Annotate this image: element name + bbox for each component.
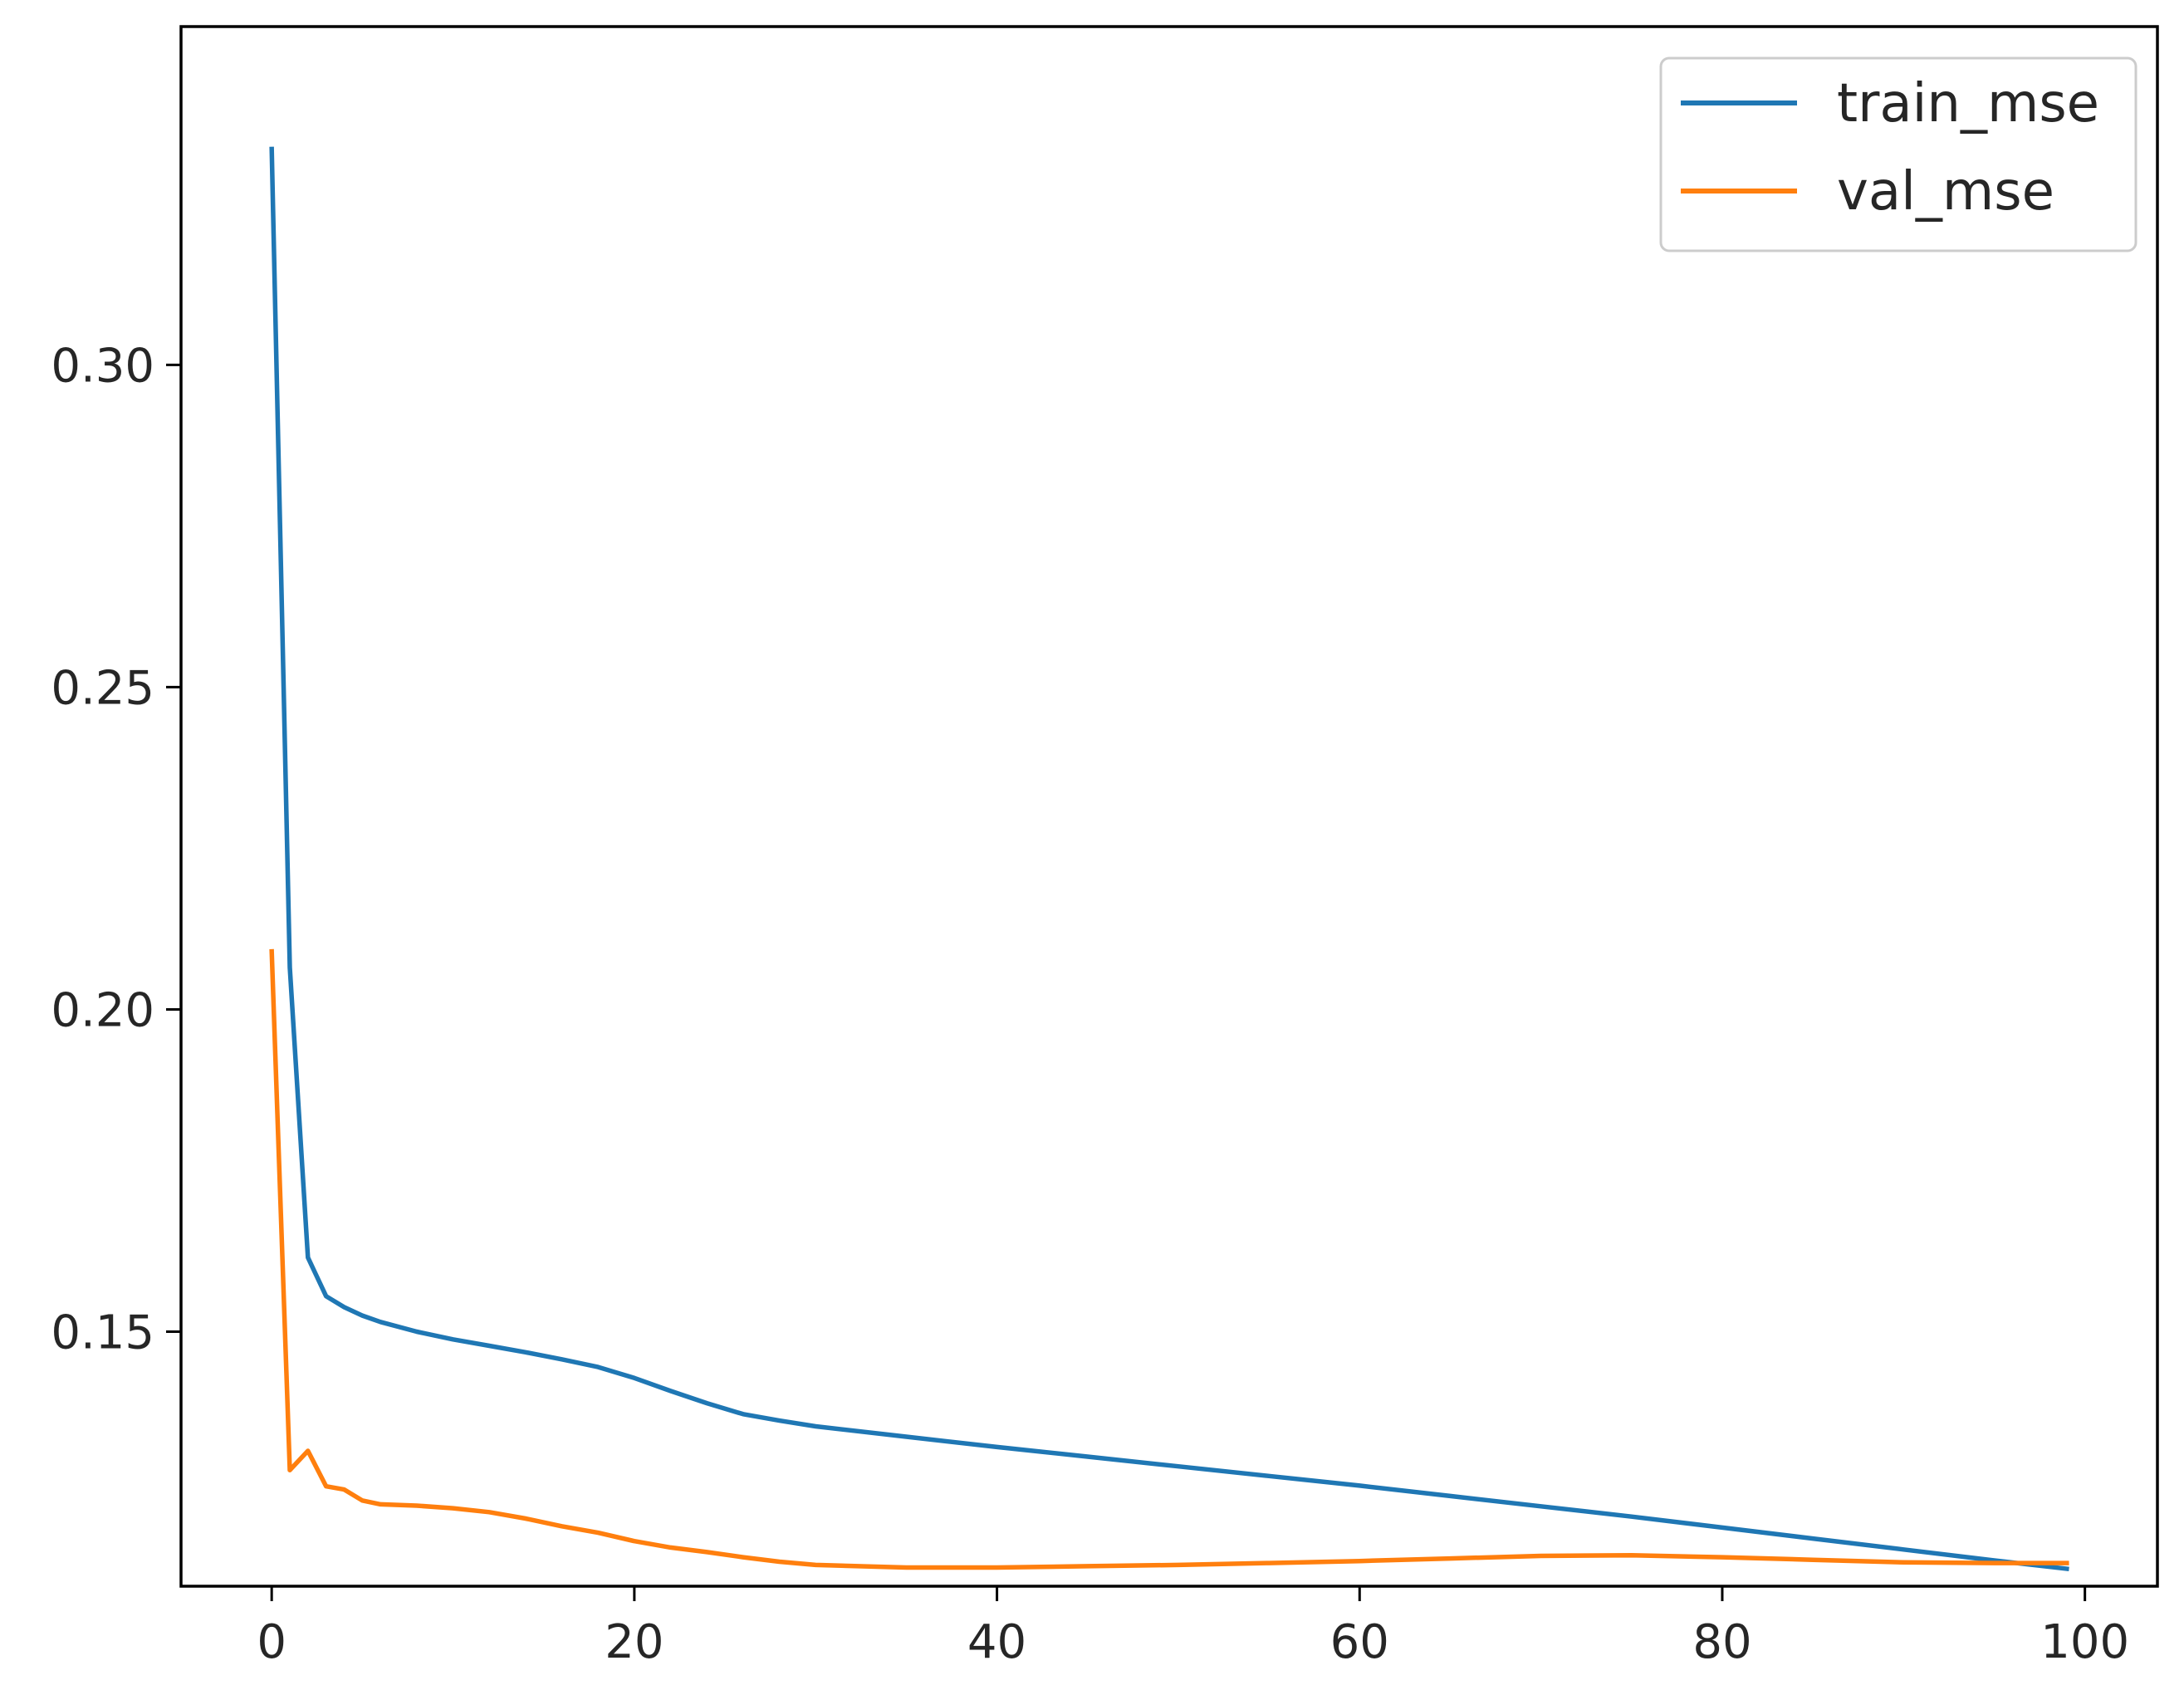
y-tick-label: 0.25: [51, 661, 154, 715]
x-tick-label: 20: [605, 1615, 664, 1669]
x-tick-label: 40: [967, 1615, 1026, 1669]
y-tick-label: 0.20: [51, 983, 154, 1037]
x-tick-label: 60: [1330, 1615, 1389, 1669]
axes-frame: [179, 25, 2159, 1588]
legend-box: [1659, 56, 2137, 252]
y-tick-label: 0.30: [51, 339, 154, 393]
series-line-train-mse: [269, 146, 2069, 1572]
legend-label-val-mse: val_mse: [1837, 161, 2054, 223]
series-line-val-mse: [269, 948, 2069, 1570]
x-tick-label: 0: [257, 1615, 286, 1669]
legend-label-train-mse: train_mse: [1837, 73, 2099, 135]
y-axis-ticks: 0.15 0.20 0.25 0.30: [51, 339, 181, 1359]
x-tick-label: 80: [1692, 1615, 1751, 1669]
x-axis-ticks: 0 20 40 60 80 100: [257, 1586, 2129, 1669]
y-tick-label: 0.15: [51, 1306, 154, 1359]
legend: train_mse val_mse: [1659, 56, 2137, 252]
x-tick-label: 100: [2040, 1615, 2129, 1669]
series-layer: [269, 146, 2069, 1572]
